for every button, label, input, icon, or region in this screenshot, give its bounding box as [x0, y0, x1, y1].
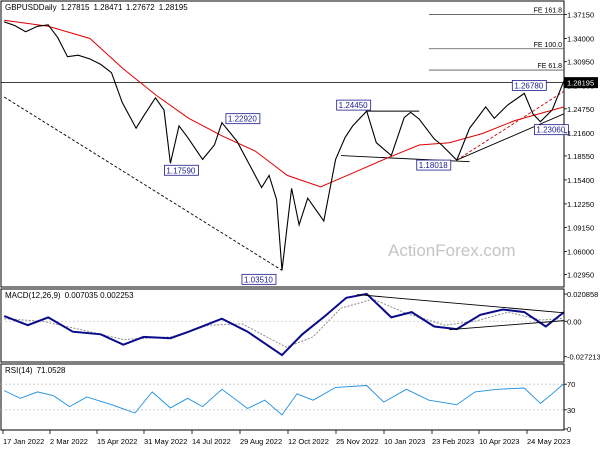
time-tick-label: 12 Oct 2022	[288, 437, 329, 446]
macd-tick-label: 0.020858	[567, 290, 598, 299]
fib-level-label: FE 100.0	[534, 42, 563, 49]
price-annotation-box	[336, 99, 372, 111]
price-annotation-label: 1.26780	[514, 81, 543, 90]
rsi-tick-label: 0	[567, 425, 571, 434]
price-annotation-box	[416, 159, 452, 171]
price-tick-label: 1.15400	[567, 176, 594, 185]
time-tick-label: 23 Feb 2023	[432, 437, 474, 446]
macd-panel-frame	[0, 288, 565, 363]
rsi-header: RSI(14) 71.0528	[5, 366, 66, 375]
price-series-line	[4, 21, 565, 271]
price-trendline	[3, 96, 283, 271]
price-annotation-box	[511, 79, 547, 91]
rsi-value: 71.0528	[37, 366, 66, 375]
price-annotation-label: 1.22920	[228, 115, 257, 124]
time-tick-label: 25 Nov 2022	[336, 437, 379, 446]
fibonacci-levels: FE 161.8 FE 100.0 FE 61.8	[1, 8, 564, 84]
fib-level-label: FE 61.8	[537, 63, 562, 70]
time-axis: 17 Jan 2022 2 Mar 2022 15 Apr 2022 31 May 2…	[2, 430, 570, 446]
price-axis-ticks: 1.371501.340001.309501.278001.247501.216…	[564, 11, 594, 280]
symbol-label: GBPUSD	[5, 3, 39, 12]
time-tick-label: 31 May 2022	[144, 437, 187, 446]
price-trendlines	[3, 90, 565, 271]
price-panel: ActionForex.com FE 161.8FE 100.0FE 61.8 …	[0, 0, 598, 288]
price-header: GBPUSDDaily 1.27815 1.28471 1.27672 1.28195	[5, 3, 188, 12]
moving-average-line	[4, 19, 565, 188]
price-annotation-label: 1.17590	[166, 166, 195, 175]
price-annotation-label: 1.18018	[419, 161, 448, 170]
macd-axis-ticks: 0.020858 0.00 -0.027213	[564, 290, 600, 362]
rsi-axis-ticks: 70 30 0	[564, 380, 575, 434]
time-tick-label: 17 Jan 2022	[3, 437, 44, 446]
macd-header: MACD(12,26,9) 0.007035 0.002253	[5, 291, 134, 300]
open-value: 1.27815	[61, 3, 90, 12]
macd-tick-label: 0.00	[567, 317, 582, 326]
macd-trendlines	[356, 294, 565, 331]
rsi-panel: 70 30 0 RSI(14) 71.0528	[0, 363, 575, 434]
close-value: 1.28195	[159, 3, 188, 12]
fib-level-label: FE 161.8	[534, 8, 563, 15]
price-tick-label: 1.18550	[567, 152, 594, 161]
last-price-marker: 1.28195	[564, 77, 598, 89]
macd-values: 0.007035 0.002253	[65, 291, 135, 300]
rsi-name: RSI(14)	[5, 366, 33, 375]
macd-tick-label: -0.027213	[567, 353, 600, 362]
price-annotation-box	[225, 113, 261, 125]
macd-trendline	[356, 294, 565, 314]
timeframe-label: Daily	[39, 3, 57, 12]
time-tick-label: 10 Jan 2023	[384, 437, 425, 446]
rsi-tick-label: 30	[567, 406, 575, 415]
price-annotation-label: 1.24450	[339, 101, 368, 110]
rsi-panel-frame	[0, 363, 565, 431]
price-tick-label: 1.34000	[567, 34, 594, 43]
time-tick-label: 10 Apr 2023	[479, 437, 519, 446]
macd-signal-line	[4, 298, 565, 348]
macd-name: MACD(12,26,9)	[5, 291, 61, 300]
high-value: 1.28471	[94, 3, 123, 12]
price-trendline	[456, 113, 565, 161]
time-tick-label: 24 May 2023	[527, 437, 570, 446]
price-tick-label: 1.02950	[567, 271, 594, 280]
last-price-label: 1.28195	[567, 79, 594, 88]
price-tick-label: 1.24750	[567, 105, 594, 114]
time-tick-label: 14 Jul 2022	[192, 437, 231, 446]
macd-trendline	[449, 320, 565, 331]
price-tick-label: 1.30950	[567, 58, 594, 67]
time-tick-label: 2 Mar 2022	[50, 437, 88, 446]
price-annotation-label: 1.03510	[244, 275, 273, 284]
time-tick-label: 29 Aug 2022	[240, 437, 282, 446]
last-price-box	[564, 77, 598, 89]
price-annotation-label: 1.23060	[536, 126, 565, 135]
price-annotations: 1.22920 1.17590 1.03510 1.24450 1.18018 1.267…	[164, 79, 569, 285]
price-trendline	[456, 90, 565, 161]
price-annotation-box	[241, 273, 277, 285]
price-tick-label: 1.12250	[567, 200, 594, 209]
price-tick-label: 1.21600	[567, 129, 594, 138]
price-tick-label: 1.37150	[567, 11, 594, 20]
macd-main-line	[3, 292, 565, 357]
price-annotation-box	[164, 164, 199, 176]
low-value: 1.27672	[126, 3, 155, 12]
macd-panel: 0.020858 0.00 -0.027213 MACD(12,26,9) 0.007…	[0, 288, 600, 363]
price-tick-label: 1.06000	[567, 247, 594, 256]
price-annotation-box	[534, 124, 569, 136]
rsi-tick-label: 70	[567, 380, 575, 389]
watermark: ActionForex.com	[388, 241, 516, 260]
time-tick-label: 15 Apr 2022	[97, 437, 137, 446]
rsi-line	[4, 383, 565, 416]
price-tick-label: 1.09150	[567, 223, 594, 232]
